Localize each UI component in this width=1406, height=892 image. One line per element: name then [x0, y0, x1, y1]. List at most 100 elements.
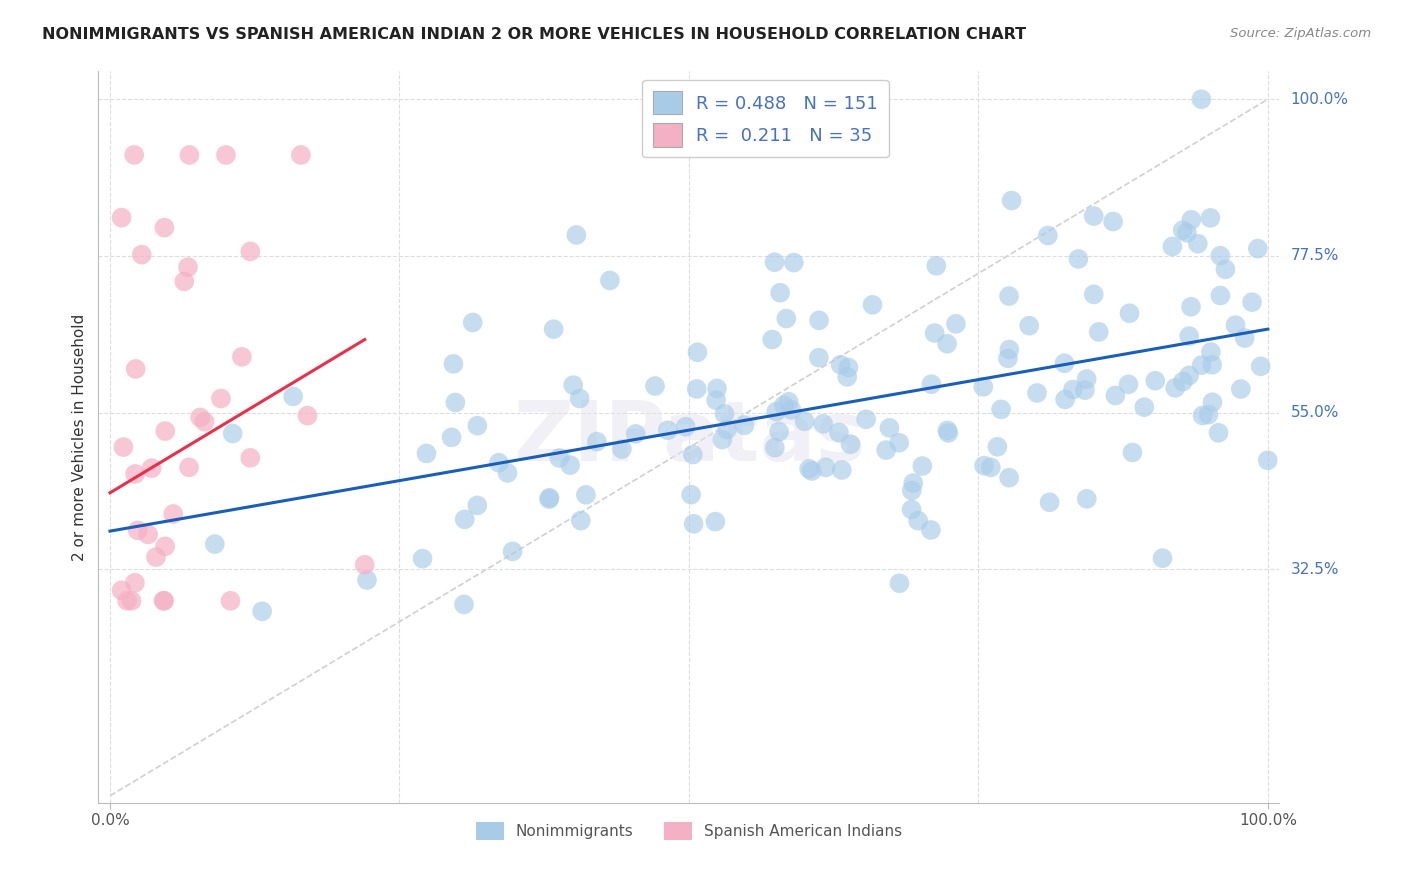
Point	[1257, 453, 1279, 467]
Point	[250, 604, 273, 618]
Point	[704, 393, 727, 408]
Point	[675, 419, 697, 434]
Point	[1180, 212, 1202, 227]
Point	[936, 424, 959, 438]
Point	[769, 285, 792, 300]
Point	[973, 458, 995, 473]
Point	[1133, 400, 1156, 414]
Point	[1178, 329, 1201, 343]
Point	[765, 404, 787, 418]
Point	[1208, 425, 1230, 440]
Point	[440, 430, 463, 444]
Point	[110, 583, 132, 598]
Point	[998, 289, 1021, 303]
Point	[465, 499, 488, 513]
Point	[177, 460, 200, 475]
Point	[998, 471, 1021, 485]
Point	[215, 148, 238, 162]
Point	[1076, 491, 1098, 506]
Point	[1199, 211, 1222, 225]
Point	[1225, 318, 1247, 332]
Point	[924, 326, 946, 340]
Text: 77.5%: 77.5%	[1291, 249, 1339, 263]
Point	[1171, 223, 1194, 237]
Point	[839, 437, 862, 451]
Point	[239, 244, 262, 259]
Point	[131, 247, 153, 261]
Point	[239, 450, 262, 465]
Point	[1171, 375, 1194, 389]
Point	[998, 343, 1021, 357]
Point	[793, 414, 815, 428]
Point	[127, 524, 149, 538]
Point	[1199, 345, 1222, 359]
Point	[808, 313, 831, 327]
Point	[209, 392, 232, 406]
Point	[1209, 249, 1232, 263]
Point	[828, 425, 851, 440]
Point	[153, 220, 176, 235]
Point	[990, 402, 1012, 417]
Point	[538, 491, 561, 505]
Point	[1102, 214, 1125, 228]
Point	[936, 425, 959, 440]
Point	[162, 507, 184, 521]
Point	[831, 463, 853, 477]
Point	[502, 544, 524, 558]
Point	[780, 403, 803, 417]
Point	[290, 148, 312, 162]
Point	[681, 488, 703, 502]
Point	[353, 558, 375, 572]
Point	[179, 148, 201, 162]
Point	[145, 550, 167, 565]
Point	[560, 458, 582, 472]
Point	[112, 440, 135, 454]
Point	[599, 273, 621, 287]
Point	[1144, 374, 1167, 388]
Point	[1191, 358, 1213, 372]
Point	[124, 362, 146, 376]
Point	[122, 148, 145, 162]
Point	[644, 379, 666, 393]
Point	[1197, 408, 1219, 422]
Point	[141, 461, 163, 475]
Text: NONIMMIGRANTS VS SPANISH AMERICAN INDIAN 2 OR MORE VEHICLES IN HOUSEHOLD CORRELA: NONIMMIGRANTS VS SPANISH AMERICAN INDIAN…	[42, 27, 1026, 42]
Point	[1247, 242, 1270, 256]
Point	[1088, 325, 1111, 339]
Point	[1178, 368, 1201, 383]
Point	[911, 458, 934, 473]
Point	[624, 426, 647, 441]
Point	[1038, 495, 1060, 509]
Point	[1187, 236, 1209, 251]
Point	[1076, 372, 1098, 386]
Point	[811, 417, 834, 431]
Point	[1191, 409, 1213, 423]
Point	[945, 317, 967, 331]
Point	[136, 527, 159, 541]
Point	[548, 450, 571, 465]
Point	[1189, 92, 1212, 106]
Point	[1053, 356, 1076, 370]
Point	[453, 598, 475, 612]
Point	[855, 412, 877, 426]
Point	[706, 381, 728, 395]
Point	[281, 389, 304, 403]
Y-axis label: 2 or more Vehicles in Household: 2 or more Vehicles in Household	[72, 313, 87, 561]
Point	[610, 442, 633, 456]
Point	[972, 380, 994, 394]
Text: Source: ZipAtlas.com: Source: ZipAtlas.com	[1230, 27, 1371, 40]
Point	[188, 410, 211, 425]
Point	[356, 573, 378, 587]
Point	[837, 369, 859, 384]
Point	[901, 483, 924, 498]
Point	[1074, 383, 1097, 397]
Point	[1164, 381, 1187, 395]
Point	[733, 418, 755, 433]
Point	[763, 441, 786, 455]
Point	[936, 336, 959, 351]
Point	[907, 514, 929, 528]
Point	[763, 255, 786, 269]
Point	[124, 575, 146, 590]
Point	[761, 333, 783, 347]
Point	[1083, 209, 1105, 223]
